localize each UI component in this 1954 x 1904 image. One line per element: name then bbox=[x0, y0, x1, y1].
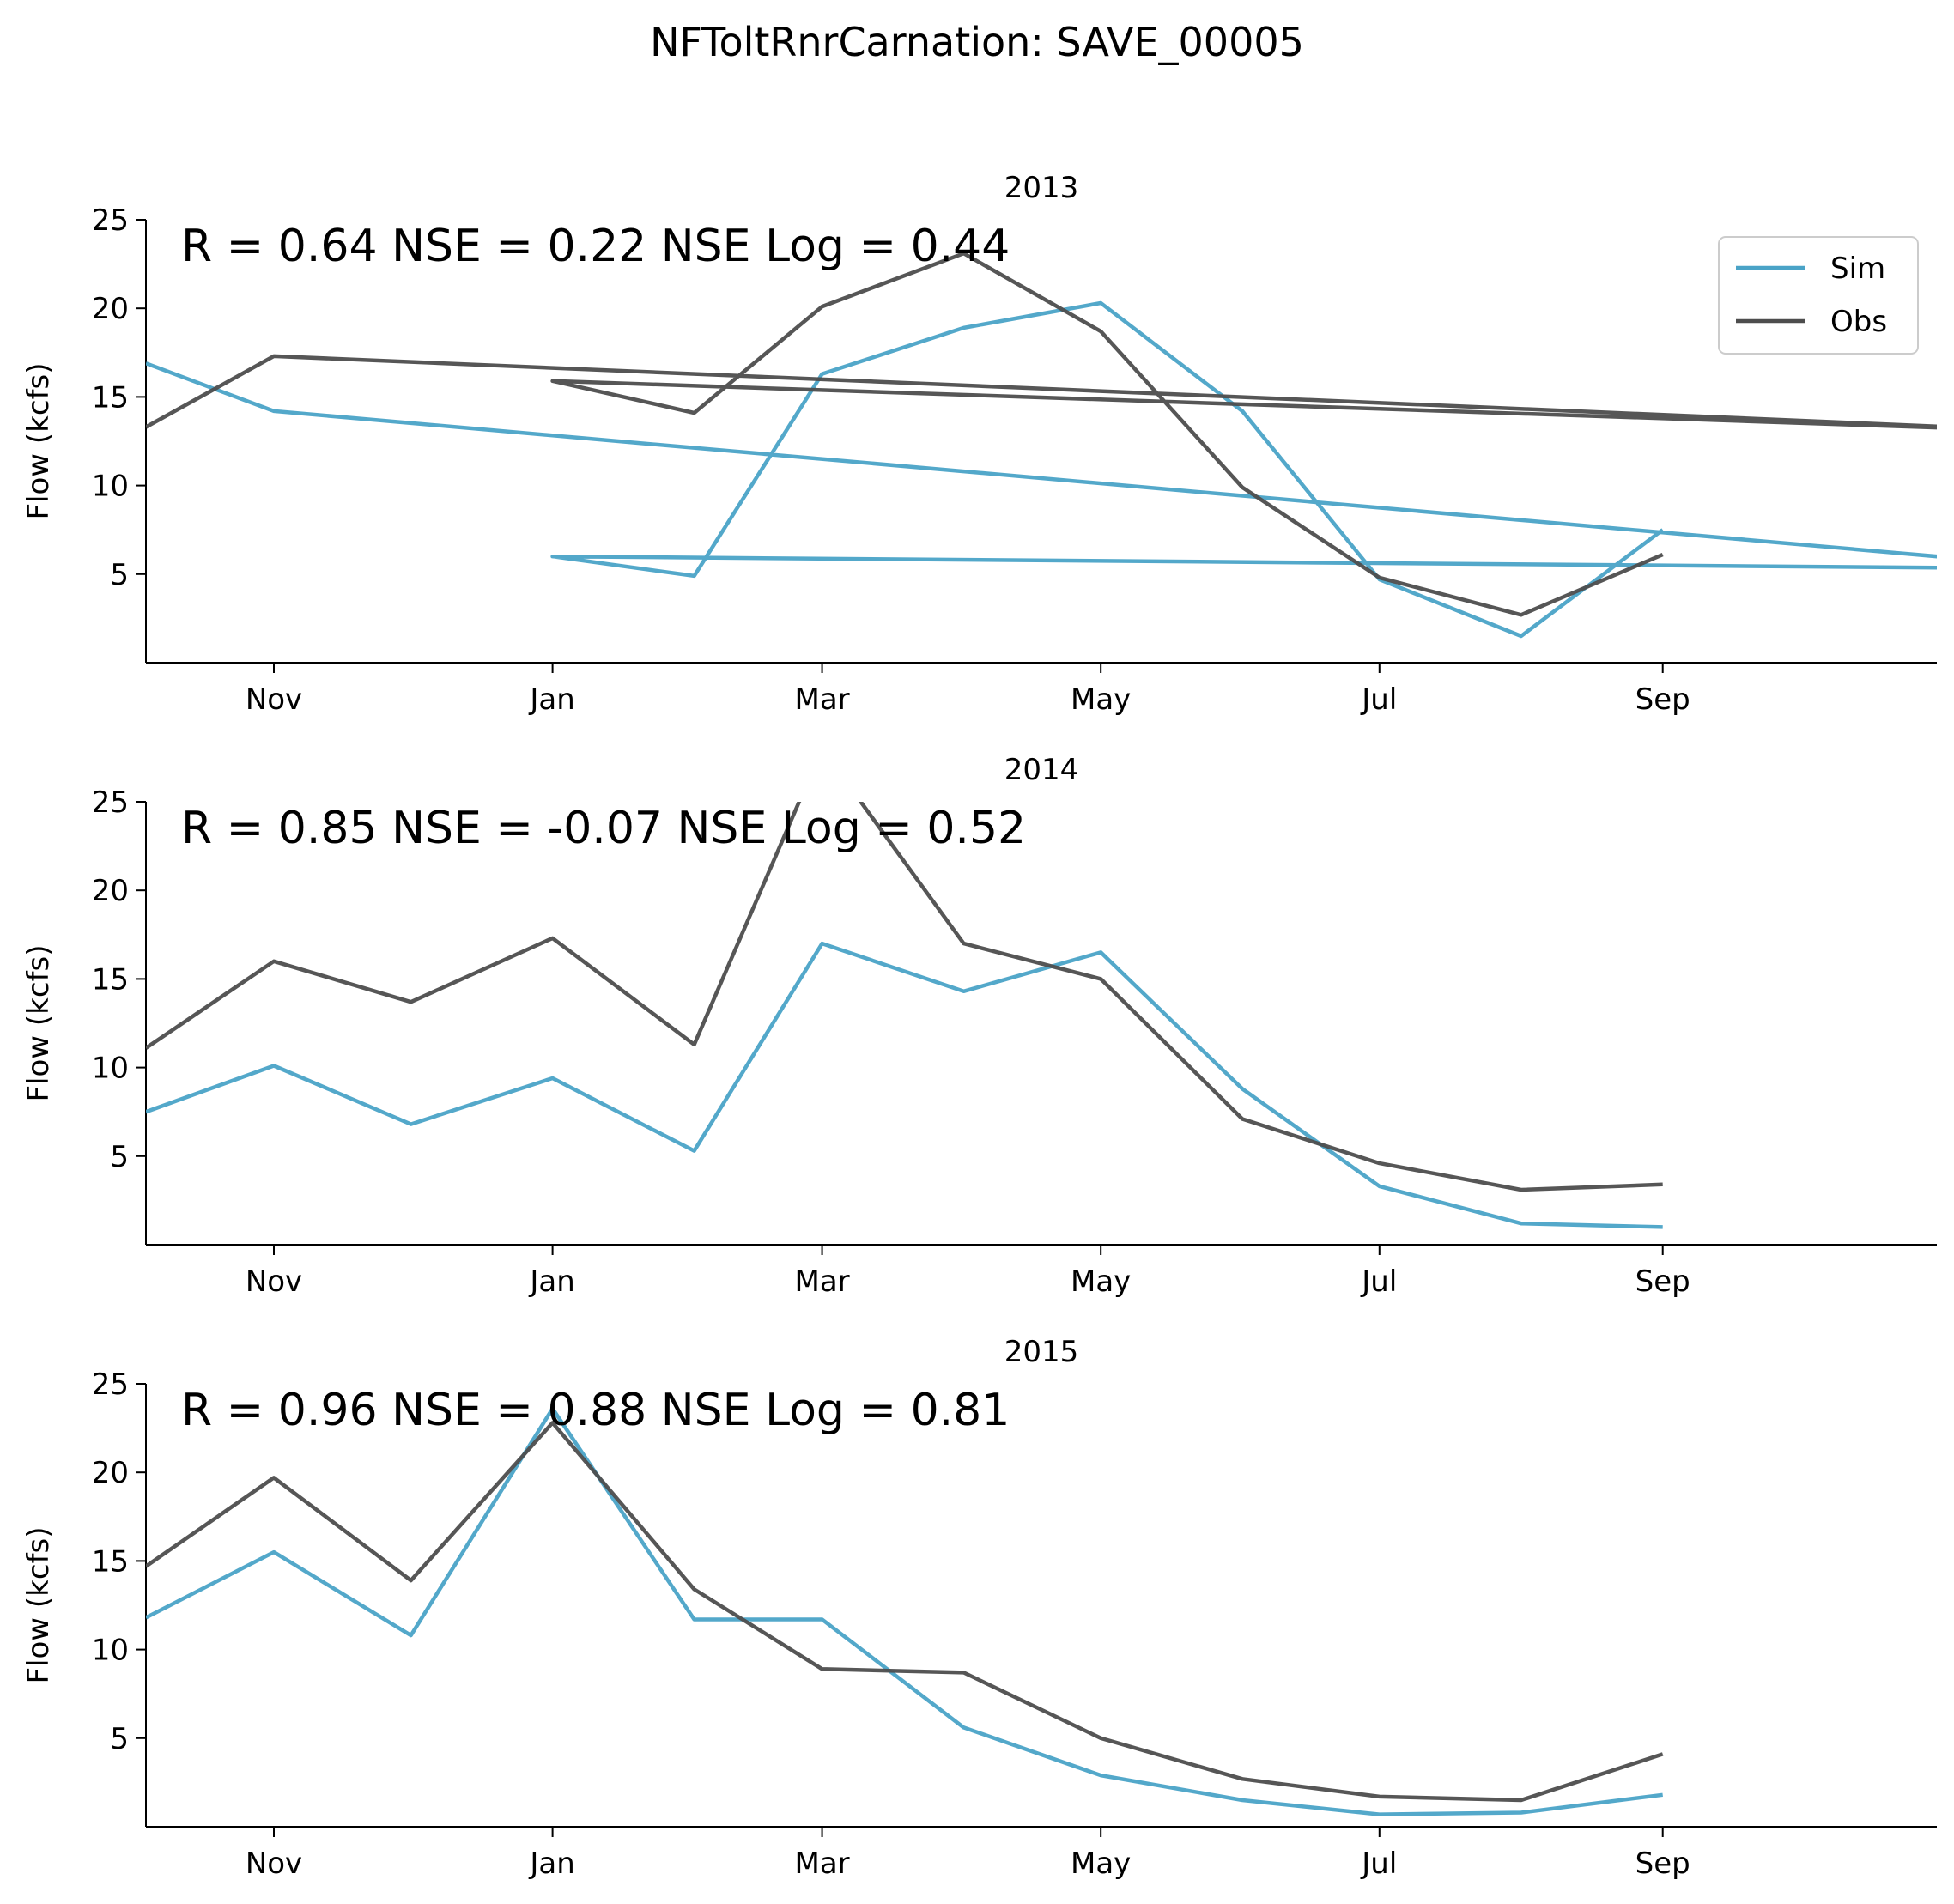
y-tick-label: 20 bbox=[92, 874, 129, 908]
panel-title-2015: 2015 bbox=[1004, 1335, 1079, 1369]
x-tick-label: Jul bbox=[1360, 682, 1397, 717]
series-line-sim-2015 bbox=[146, 1406, 1663, 1816]
y-tick-label: 15 bbox=[92, 1544, 129, 1579]
x-tick-label: Mar bbox=[794, 1264, 849, 1299]
x-tick-label: Nov bbox=[246, 1846, 302, 1881]
y-tick-label: 10 bbox=[92, 1634, 129, 1668]
legend-box bbox=[1718, 236, 1919, 355]
legend-label-obs: Obs bbox=[1830, 305, 1887, 339]
x-tick-label: Jan bbox=[528, 1264, 574, 1299]
y-tick-label: 10 bbox=[92, 470, 129, 504]
panel-title-2014: 2014 bbox=[1004, 753, 1079, 787]
panel-title-2013: 2013 bbox=[1004, 171, 1079, 205]
y-axis-label-2014: Flow (kcfs) bbox=[21, 944, 56, 1101]
x-tick-label: Nov bbox=[246, 682, 302, 717]
y-tick-label: 25 bbox=[92, 1367, 129, 1402]
series-line-obs-2014 bbox=[146, 802, 1663, 1192]
x-tick-label: Jan bbox=[528, 1846, 574, 1881]
y-tick-label: 5 bbox=[110, 1722, 129, 1756]
x-tick-label: Nov bbox=[246, 1264, 302, 1299]
x-tick-label: Jan bbox=[528, 682, 574, 717]
y-axis-label-2013: Flow (kcfs) bbox=[21, 362, 56, 519]
x-tick-label: May bbox=[1071, 1264, 1131, 1299]
y-tick-label: 25 bbox=[92, 203, 129, 238]
y-tick-label: 5 bbox=[110, 1140, 129, 1174]
x-tick-label: May bbox=[1071, 1846, 1131, 1881]
x-tick-label: Mar bbox=[794, 1846, 849, 1881]
x-tick-label: Sep bbox=[1635, 682, 1690, 717]
series-line-sim-2014 bbox=[146, 941, 1663, 1229]
series-line-obs-2013 bbox=[146, 251, 1937, 617]
metrics-annotation-2015: R = 0.96 NSE = 0.88 NSE Log = 0.81 bbox=[181, 1385, 1010, 1436]
x-tick-label: Jul bbox=[1360, 1846, 1397, 1881]
y-tick-label: 10 bbox=[92, 1052, 129, 1086]
y-tick-label: 20 bbox=[92, 1456, 129, 1490]
series-line-sim-2013 bbox=[146, 300, 1937, 639]
y-tick-label: 25 bbox=[92, 785, 129, 820]
x-tick-label: Sep bbox=[1635, 1264, 1690, 1299]
x-tick-label: Mar bbox=[794, 682, 849, 717]
y-tick-label: 15 bbox=[92, 962, 129, 997]
legend-label-sim: Sim bbox=[1830, 252, 1885, 286]
metrics-annotation-2013: R = 0.64 NSE = 0.22 NSE Log = 0.44 bbox=[181, 221, 1010, 272]
x-tick-label: Jul bbox=[1360, 1264, 1397, 1299]
y-tick-label: 20 bbox=[92, 292, 129, 326]
metrics-annotation-2014: R = 0.85 NSE = -0.07 NSE Log = 0.52 bbox=[181, 803, 1026, 854]
series-line-obs-2015 bbox=[146, 1421, 1664, 1803]
x-tick-label: May bbox=[1071, 682, 1131, 717]
figure-title: NFToltRnrCarnation: SAVE_00005 bbox=[650, 19, 1304, 65]
y-tick-label: 15 bbox=[92, 380, 129, 415]
y-tick-label: 5 bbox=[110, 558, 129, 592]
y-axis-label-2015: Flow (kcfs) bbox=[21, 1526, 56, 1683]
x-tick-label: Sep bbox=[1635, 1846, 1690, 1881]
